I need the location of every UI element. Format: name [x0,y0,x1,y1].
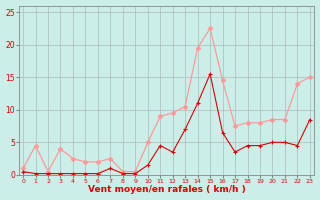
X-axis label: Vent moyen/en rafales ( km/h ): Vent moyen/en rafales ( km/h ) [88,185,245,194]
